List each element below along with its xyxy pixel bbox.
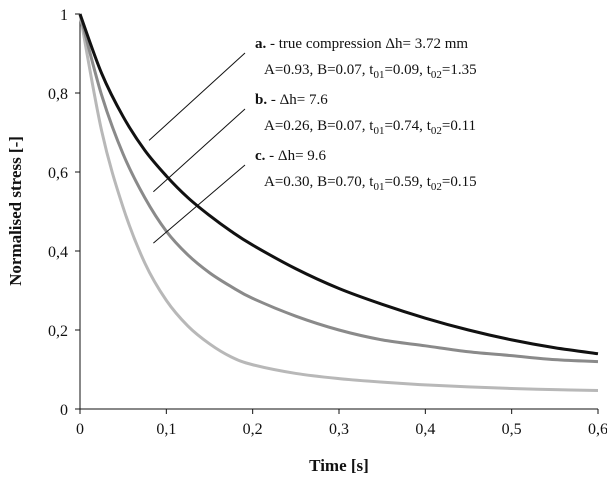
annotation-parameters: A=0.26, B=0.07, t01=0.74, t02=0.11 [264, 118, 476, 137]
series [78, 13, 599, 392]
x-tick-label: 0,2 [243, 421, 263, 438]
parameter-name: A [264, 62, 275, 78]
x-tick-label: 0 [76, 421, 84, 438]
parameter-name: t [427, 174, 432, 190]
annotation-letter: c. [255, 148, 266, 164]
annotation-leader-line [153, 164, 246, 244]
annotation-description: - Δh= 9.6 [265, 148, 326, 164]
parameter-subscript: 02 [431, 181, 442, 193]
parameter-value: =1.35 [442, 62, 477, 78]
x-tick-label: 0,1 [156, 421, 176, 438]
parameter-value: =0.74, [384, 118, 426, 134]
annotation-letter: b. [255, 92, 267, 108]
annotation-description: - Δh= 7.6 [267, 92, 328, 108]
parameter-value: =0.11 [442, 118, 476, 134]
parameter-value: =0.26, [275, 118, 317, 134]
parameter-name: B [317, 118, 327, 134]
annotations: a. - true compression Δh= 3.72 mmA=0.93,… [148, 36, 477, 244]
parameter-value: =0.93, [275, 62, 317, 78]
parameter-value: =0.59, [384, 174, 426, 190]
annotation-parameters: A=0.93, B=0.07, t01=0.09, t02=1.35 [264, 62, 477, 81]
parameter-name: t [427, 118, 432, 134]
x-tick-label: 0,4 [415, 421, 435, 438]
annotation-parameters: A=0.30, B=0.70, t01=0.59, t02=0.15 [264, 174, 477, 193]
parameter-name: B [317, 174, 327, 190]
parameter-name: t [427, 62, 432, 78]
series-line [78, 13, 599, 392]
parameter-value: =0.70, [327, 174, 369, 190]
annotation-letter: a. [255, 36, 267, 52]
y-tick-label: 0,6 [48, 165, 68, 182]
series-line [78, 13, 599, 356]
y-tick-label: 1 [60, 7, 68, 24]
y-tick-label: 0 [60, 402, 68, 419]
annotation-title: a. - true compression Δh= 3.72 mm [255, 36, 468, 52]
parameter-value: =0.07, [327, 118, 369, 134]
y-tick-label: 0,4 [48, 244, 68, 261]
annotation-leader-line [148, 52, 246, 141]
series-line [78, 13, 599, 364]
annotation-leader-line [153, 108, 246, 193]
parameter-subscript: 02 [431, 69, 442, 81]
parameter-value: =0.07, [327, 62, 369, 78]
parameter-value: =0.15 [442, 174, 477, 190]
x-tick-label: 0,3 [329, 421, 349, 438]
parameter-name: B [317, 62, 327, 78]
y-tick-label: 0,2 [48, 323, 68, 340]
parameter-subscript: 01 [373, 125, 384, 137]
parameter-name: t [369, 118, 374, 134]
parameter-name: A [264, 118, 275, 134]
annotation-title: c. - Δh= 9.6 [255, 148, 327, 164]
annotation-description: - true compression Δh= 3.72 mm [266, 36, 468, 52]
parameter-name: t [369, 62, 374, 78]
parameter-value: =0.09, [384, 62, 426, 78]
x-tick-label: 0,5 [502, 421, 522, 438]
parameter-value: =0.30, [275, 174, 317, 190]
parameter-subscript: 01 [373, 181, 384, 193]
parameter-name: t [369, 174, 374, 190]
y-axis-title: Normalised stress [-] [6, 136, 25, 286]
annotation-title: b. - Δh= 7.6 [255, 92, 328, 108]
ticks: 0 0,1 0,2 0,3 0,4 0,5 0,6 0 0,2 0,4 0,6 0,8 1 [48, 7, 607, 438]
parameter-name: A [264, 174, 275, 190]
y-tick-label: 0,8 [48, 86, 68, 103]
x-tick-label: 0,6 [588, 421, 607, 438]
x-axis-title: Time [s] [309, 456, 369, 475]
parameter-subscript: 01 [373, 69, 384, 81]
parameter-subscript: 02 [431, 125, 442, 137]
